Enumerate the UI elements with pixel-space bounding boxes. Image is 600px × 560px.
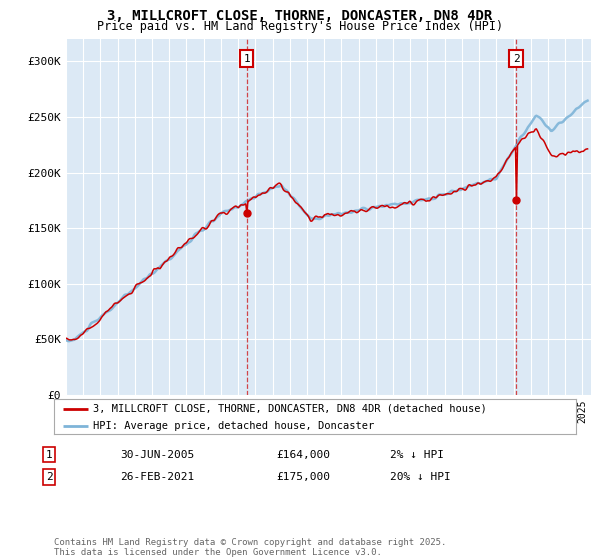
Text: 1: 1 [244,54,250,64]
Text: 2% ↓ HPI: 2% ↓ HPI [390,450,444,460]
Text: 2: 2 [46,472,53,482]
Text: 1: 1 [46,450,53,460]
Text: 20% ↓ HPI: 20% ↓ HPI [390,472,451,482]
Text: 3, MILLCROFT CLOSE, THORNE, DONCASTER, DN8 4DR (detached house): 3, MILLCROFT CLOSE, THORNE, DONCASTER, D… [93,404,487,414]
Text: Price paid vs. HM Land Registry's House Price Index (HPI): Price paid vs. HM Land Registry's House … [97,20,503,32]
Text: 30-JUN-2005: 30-JUN-2005 [120,450,194,460]
Text: HPI: Average price, detached house, Doncaster: HPI: Average price, detached house, Donc… [93,421,374,431]
Text: 3, MILLCROFT CLOSE, THORNE, DONCASTER, DN8 4DR: 3, MILLCROFT CLOSE, THORNE, DONCASTER, D… [107,9,493,23]
Text: 2: 2 [513,54,520,64]
Text: £175,000: £175,000 [276,472,330,482]
Text: Contains HM Land Registry data © Crown copyright and database right 2025.
This d: Contains HM Land Registry data © Crown c… [54,538,446,557]
Text: 26-FEB-2021: 26-FEB-2021 [120,472,194,482]
Text: £164,000: £164,000 [276,450,330,460]
